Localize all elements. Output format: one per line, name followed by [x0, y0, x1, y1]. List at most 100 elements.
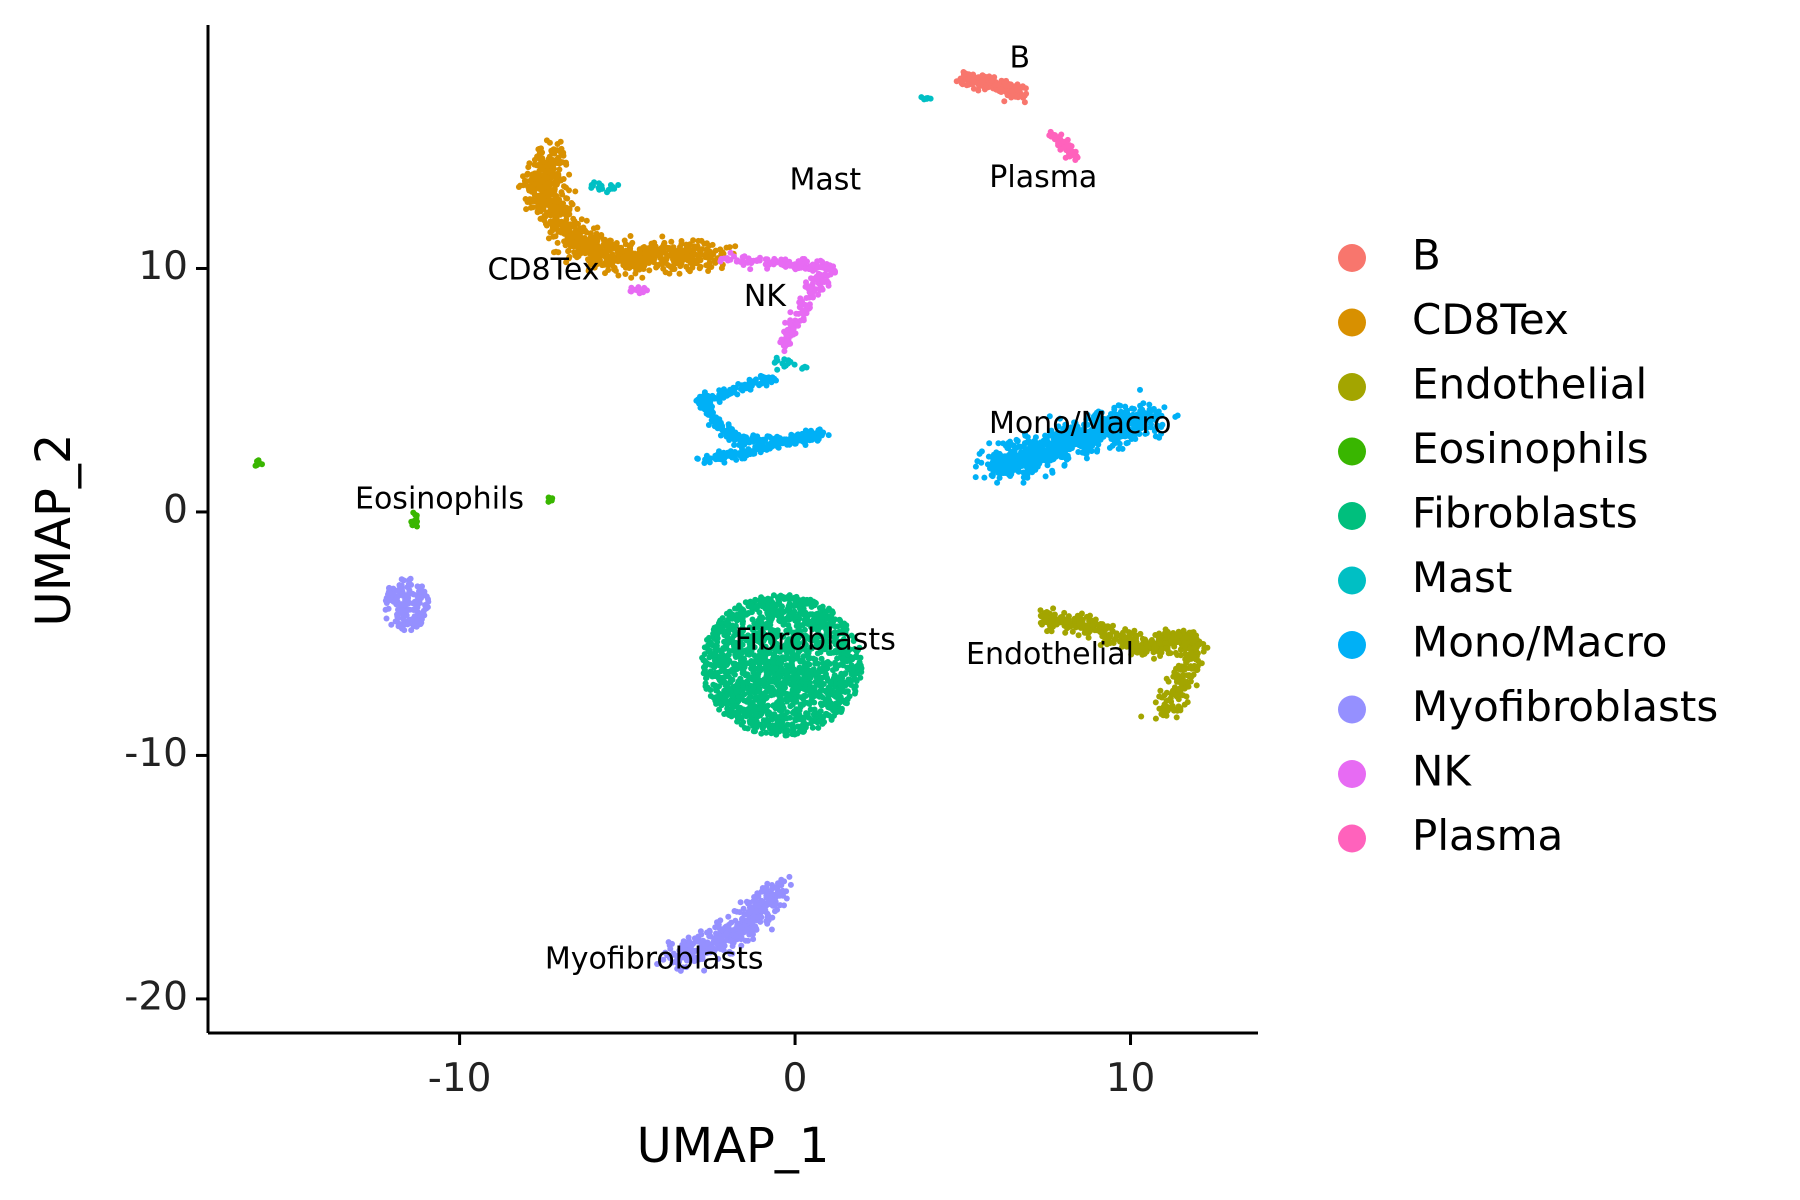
data-point	[535, 172, 542, 179]
data-point	[1097, 621, 1104, 627]
data-point	[757, 380, 764, 387]
data-point	[685, 934, 692, 941]
data-point	[796, 707, 803, 714]
data-point	[771, 637, 777, 644]
data-point	[787, 703, 794, 710]
data-point	[750, 931, 756, 938]
data-point	[745, 910, 752, 916]
data-point	[777, 592, 784, 599]
data-point	[816, 426, 823, 433]
data-point	[731, 442, 738, 448]
data-point	[611, 264, 618, 271]
data-point	[769, 658, 776, 665]
data-point	[803, 670, 810, 677]
data-point	[751, 644, 758, 651]
data-point	[654, 961, 661, 967]
data-point	[563, 195, 570, 202]
data-point	[824, 615, 831, 622]
data-point	[560, 221, 567, 228]
data-point	[667, 953, 674, 959]
data-point	[841, 620, 848, 627]
data-point	[799, 727, 806, 734]
data-point	[560, 152, 567, 159]
data-point	[757, 614, 764, 621]
data-point	[847, 676, 854, 683]
data-point	[1021, 457, 1028, 464]
data-point	[1010, 463, 1017, 470]
data-point	[386, 597, 393, 604]
data-point	[1020, 479, 1027, 486]
data-point	[1151, 655, 1157, 662]
data-point	[776, 617, 783, 624]
data-point	[705, 268, 712, 274]
data-point	[405, 606, 412, 613]
data-point	[1089, 622, 1096, 629]
data-point	[718, 265, 725, 272]
data-point	[853, 653, 860, 660]
data-point	[792, 688, 799, 695]
data-point	[1078, 610, 1085, 617]
data-point	[701, 657, 708, 664]
data-point	[676, 270, 683, 277]
data-point	[738, 630, 745, 637]
data-point	[726, 437, 733, 443]
data-point	[816, 718, 823, 725]
data-point	[725, 913, 732, 920]
data-point	[828, 716, 835, 723]
data-point	[1061, 462, 1068, 469]
data-point	[731, 908, 738, 914]
data-point	[830, 617, 837, 624]
data-point	[1030, 440, 1037, 447]
data-point	[793, 613, 800, 620]
data-point	[792, 683, 799, 690]
data-point	[1157, 687, 1164, 694]
data-point	[419, 583, 425, 590]
data-point	[1186, 629, 1193, 636]
data-point	[392, 618, 399, 625]
data-point	[768, 684, 775, 691]
data-point	[756, 705, 763, 712]
data-point	[421, 612, 428, 619]
data-point	[1039, 454, 1046, 461]
data-point	[564, 234, 571, 241]
data-point	[1094, 448, 1100, 455]
data-point	[784, 594, 791, 601]
data-point	[778, 603, 785, 610]
data-point	[844, 651, 851, 658]
data-point	[755, 893, 762, 900]
data-point	[774, 627, 781, 634]
cluster-eosinophils	[408, 509, 420, 530]
data-point	[792, 711, 798, 718]
data-point	[734, 718, 741, 725]
data-point	[1050, 605, 1057, 612]
data-point	[538, 186, 545, 193]
data-point	[1048, 620, 1055, 626]
data-point	[782, 729, 788, 736]
data-point	[523, 206, 530, 213]
data-point	[729, 615, 736, 622]
data-point	[807, 706, 814, 713]
data-point	[773, 633, 780, 640]
data-point	[749, 603, 756, 610]
data-point	[736, 450, 743, 457]
data-point	[794, 619, 801, 626]
data-point	[679, 964, 686, 971]
data-point	[746, 376, 753, 383]
data-point	[704, 929, 710, 936]
data-point	[822, 646, 829, 653]
data-point	[1200, 648, 1207, 655]
data-point	[529, 171, 536, 178]
data-point	[520, 182, 527, 189]
data-point	[834, 655, 841, 662]
data-point	[531, 161, 538, 168]
data-point	[815, 611, 822, 618]
data-point	[796, 669, 803, 676]
data-point	[839, 660, 845, 667]
data-point	[628, 274, 635, 281]
data-point	[627, 258, 634, 265]
data-point	[1033, 460, 1040, 467]
data-point	[1197, 660, 1204, 667]
data-point	[699, 956, 706, 962]
data-point	[729, 611, 735, 618]
